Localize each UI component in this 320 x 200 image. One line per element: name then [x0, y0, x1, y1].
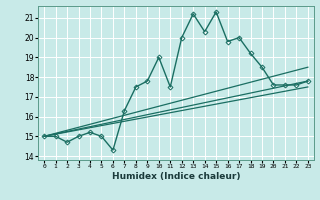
X-axis label: Humidex (Indice chaleur): Humidex (Indice chaleur) [112, 172, 240, 181]
